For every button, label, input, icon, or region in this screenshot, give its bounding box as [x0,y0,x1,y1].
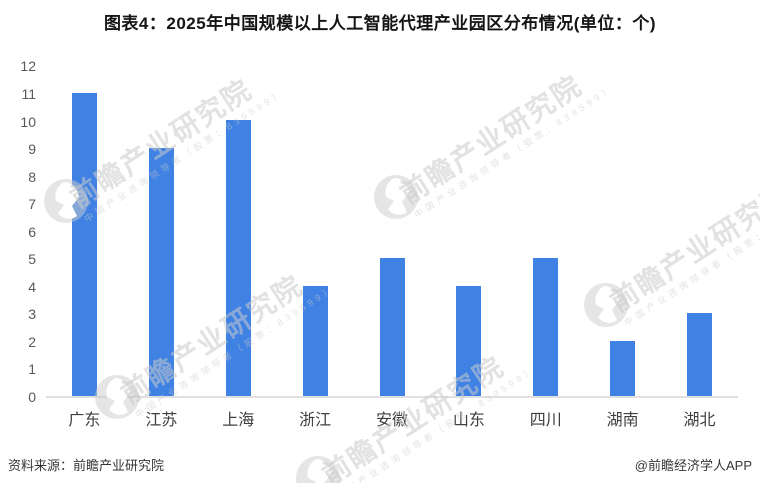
x-category-label: 四川 [529,412,562,429]
chart-bar [456,286,482,396]
y-tick-label: 6 [28,223,36,240]
y-tick-label: 8 [28,168,36,185]
y-tick-label: 0 [28,389,36,405]
chart-bar [148,148,174,396]
x-category-label: 上海 [222,412,255,429]
source-note: 资料来源：前瞻产业研究院 [8,458,165,473]
y-tick-label: 10 [20,113,36,130]
chart-bar [225,120,251,396]
chart-bar [71,93,97,396]
x-category-label: 湖南 [606,412,639,429]
y-tick-label: 12 [20,58,36,75]
y-tick-label: 2 [28,333,36,350]
y-tick-label: 7 [28,196,36,213]
x-category-label: 江苏 [145,412,178,429]
y-tick-label: 1 [28,361,36,378]
y-tick-label: 5 [28,251,36,268]
x-category-label: 山东 [452,412,485,429]
brand-note: @前瞻经济学人APP [634,458,752,473]
y-tick-label: 4 [28,278,36,295]
chart-bar [379,258,405,396]
x-category-label: 湖北 [683,412,716,429]
x-category-label: 广东 [68,412,101,429]
chart-bar [533,258,559,396]
chart-title: 图表4：2025年中国规模以上人工智能代理产业园区分布情况(单位：个) [103,14,657,33]
chart-bar [610,341,636,396]
y-tick-label: 9 [28,141,36,158]
y-tick-label: 3 [28,306,36,323]
chart-bar [302,286,328,396]
chart-bar [687,313,713,396]
x-axis-line [46,396,738,398]
x-category-label: 安徽 [375,412,408,429]
x-category-label: 浙江 [299,412,332,429]
y-tick-label: 11 [21,85,36,102]
